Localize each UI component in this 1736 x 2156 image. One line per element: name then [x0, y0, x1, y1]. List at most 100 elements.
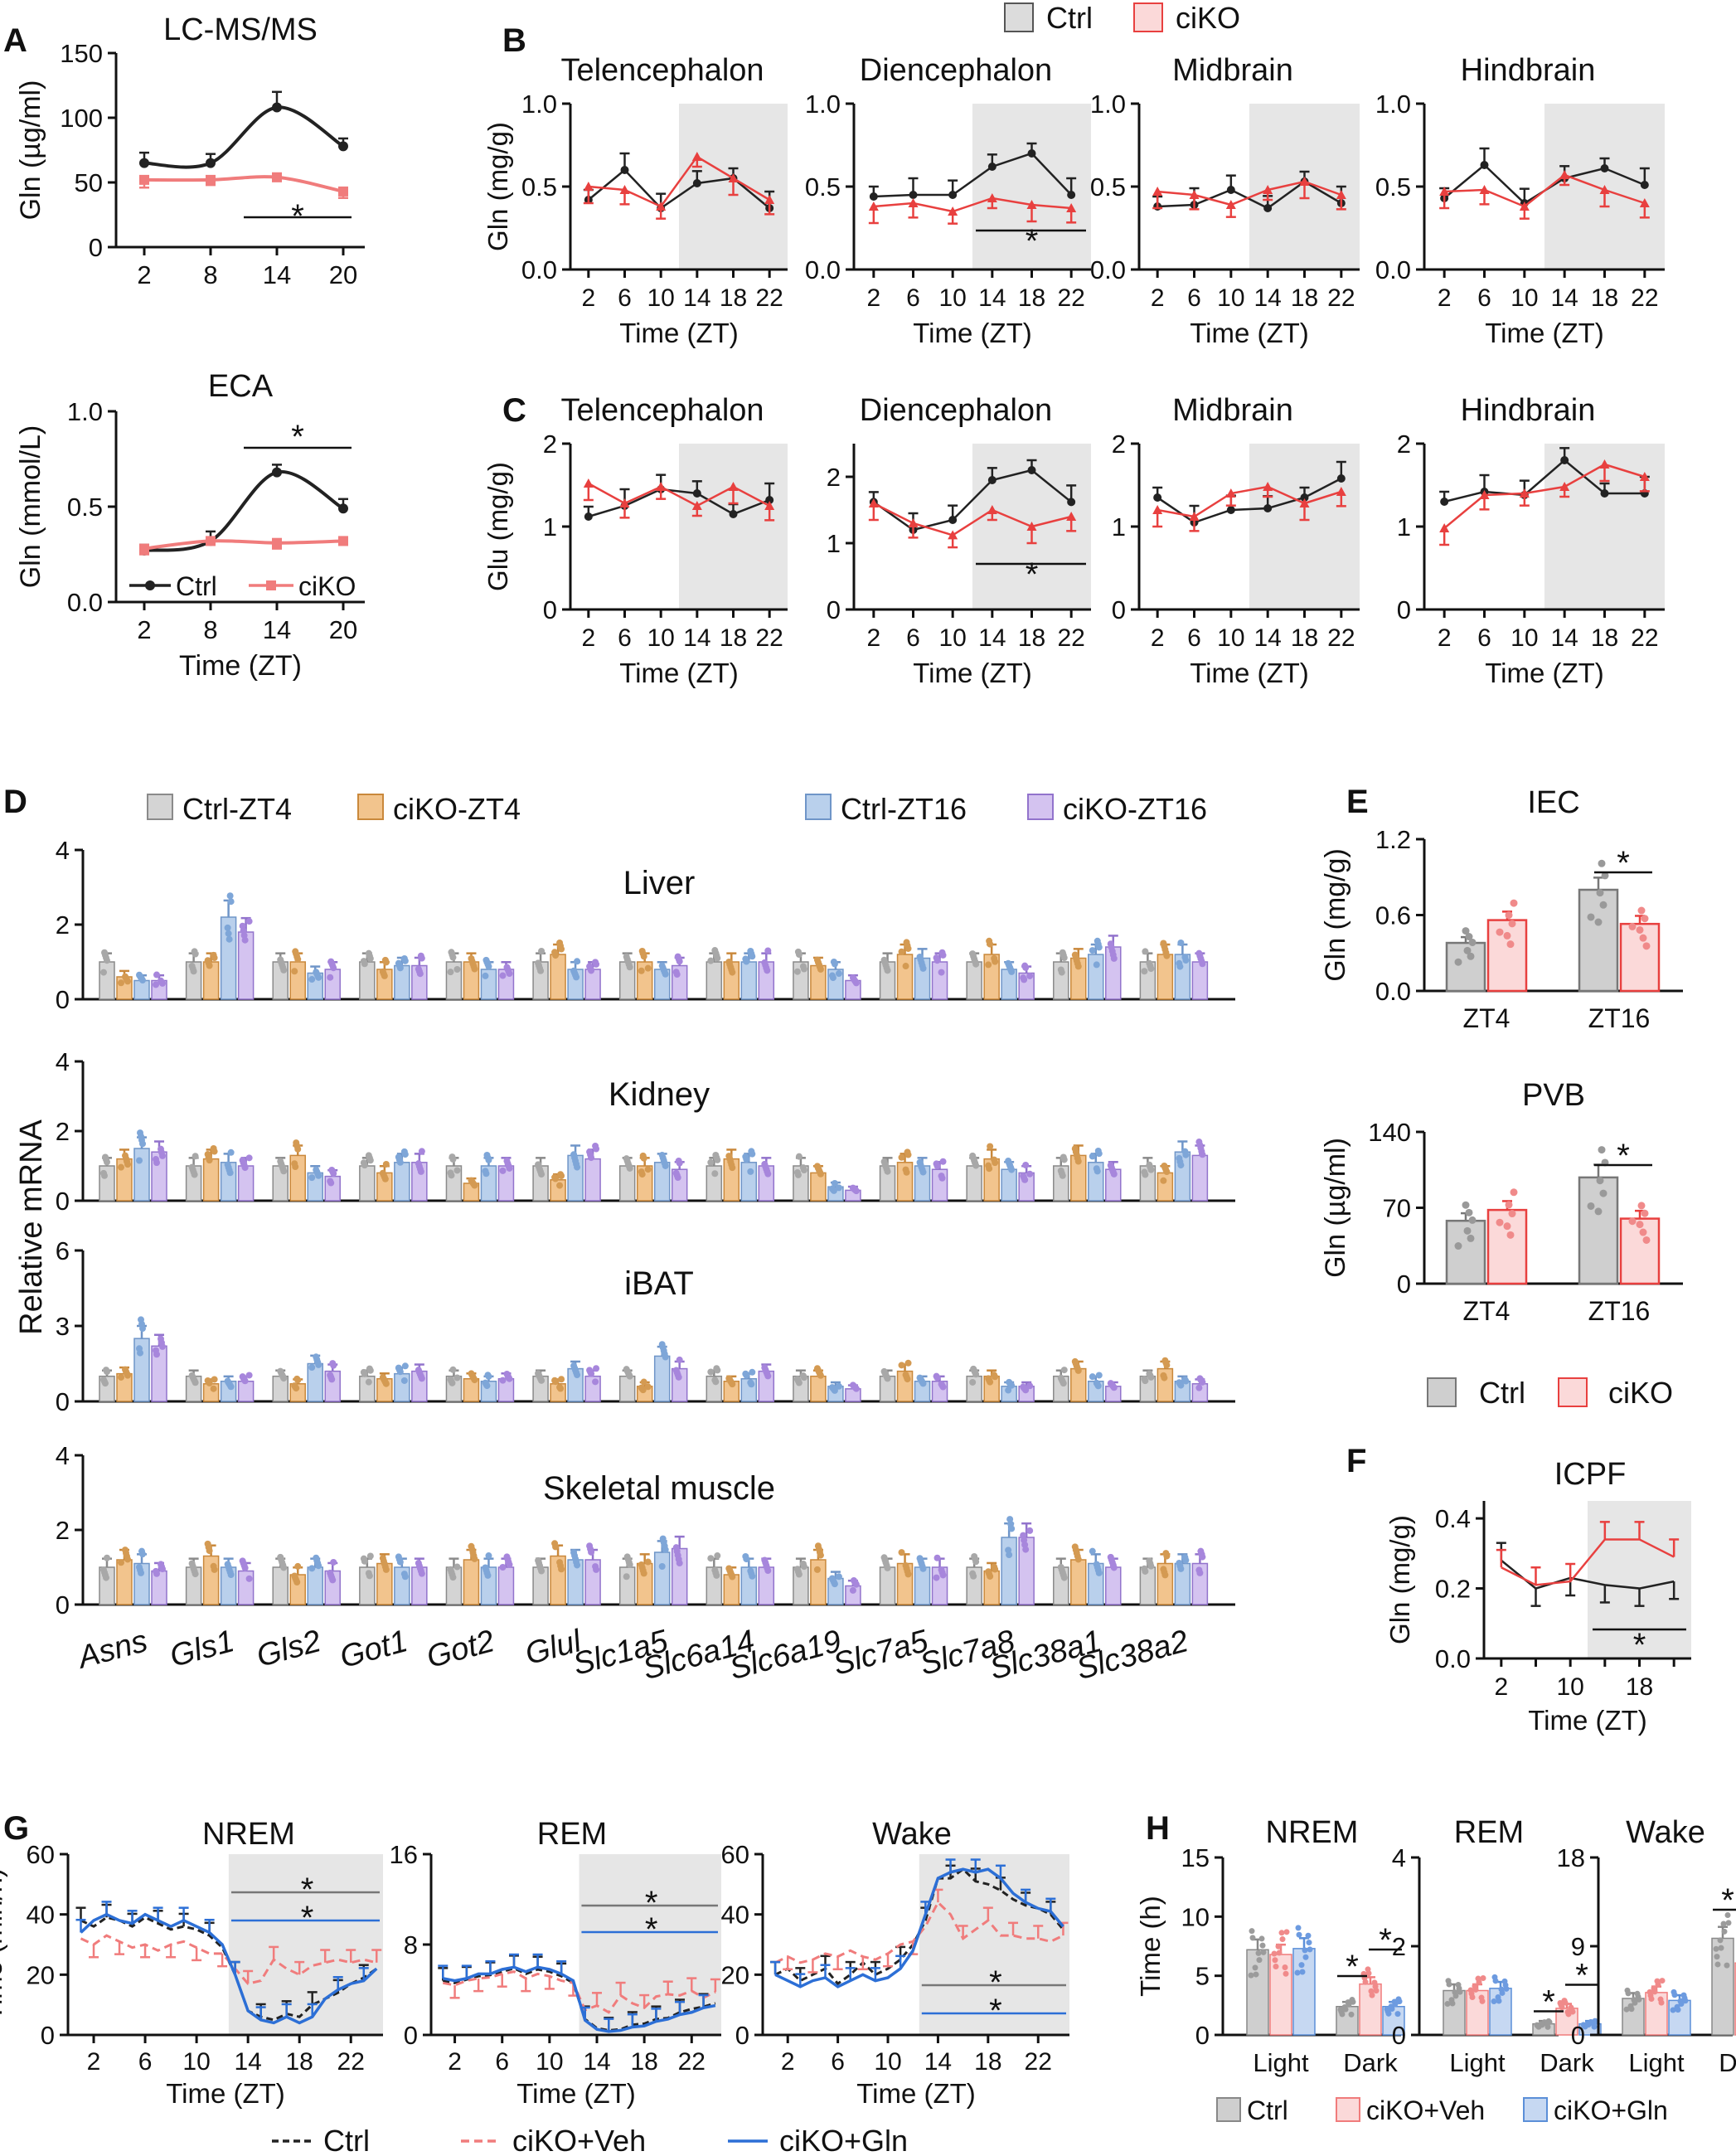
y-tick-label: 0.0	[521, 255, 557, 284]
y-tick-label: 0	[1397, 595, 1411, 624]
series-line	[588, 482, 770, 507]
data-dot	[1271, 1950, 1278, 1957]
y-tick-label: 2	[56, 910, 70, 940]
data-dot	[382, 1380, 390, 1387]
data-dot	[1249, 1935, 1256, 1941]
data-dot	[640, 953, 647, 960]
data-dot	[1182, 1556, 1190, 1564]
y-tick-label: 0	[1392, 2021, 1406, 2050]
data-dot	[743, 1156, 750, 1163]
data-dot	[1587, 913, 1595, 921]
data-point	[1599, 185, 1610, 194]
data-dot	[308, 1364, 316, 1372]
data-dot	[1476, 1979, 1482, 1985]
data-dot	[139, 977, 146, 984]
data-point	[1299, 177, 1310, 186]
bar	[618, 1566, 636, 1605]
data-dot	[1022, 964, 1030, 971]
data-point	[1225, 488, 1236, 498]
significance-star: *	[645, 1911, 658, 1948]
data-dot	[1005, 1386, 1012, 1394]
data-dot	[674, 1174, 681, 1182]
data-dot	[418, 1570, 425, 1577]
chart-title: LC-MS/MS	[163, 12, 318, 47]
x-axis-title: Time (ZT)	[166, 2078, 285, 2109]
data-dot	[447, 969, 454, 976]
x-tick-label: 2	[1151, 624, 1165, 652]
data-point	[1300, 493, 1309, 502]
data-point	[1027, 149, 1036, 158]
data-dot	[1302, 1954, 1309, 1960]
y-tick-label: 0	[56, 1387, 70, 1416]
x-tick-label: 14	[583, 2048, 610, 2076]
y-tick-label: 1.0	[67, 397, 103, 426]
data-dot	[382, 1160, 390, 1168]
data-dot	[904, 944, 912, 952]
y-tick-label: 50	[75, 168, 103, 197]
data-dot	[361, 1370, 368, 1377]
data-dot	[904, 1571, 912, 1578]
data-dot	[1022, 1546, 1030, 1553]
panel-letter: F	[1346, 1443, 1366, 1479]
bar	[618, 1375, 636, 1402]
data-dot	[1142, 1377, 1149, 1385]
data-dot	[1625, 1990, 1632, 1997]
data-dot	[1503, 1985, 1510, 1992]
data-dot	[1298, 1962, 1305, 1969]
x-tick-label: 22	[1327, 624, 1355, 652]
x-tick-label: 14	[1254, 624, 1281, 652]
x-tick-label: Light	[1449, 2048, 1506, 2077]
bar	[1711, 1937, 1734, 2036]
data-dot	[593, 1145, 600, 1153]
data-dot	[852, 1581, 860, 1588]
data-dot	[764, 1567, 772, 1575]
data-dot	[104, 957, 110, 964]
x-tick-label: 10	[536, 2048, 563, 2076]
data-dot	[1491, 1998, 1497, 2005]
legend-swatch	[805, 794, 832, 820]
x-axis-title: Time (ZT)	[1528, 1705, 1647, 1736]
data-dot	[538, 947, 546, 954]
y-tick-label: 0	[1571, 2021, 1585, 2050]
x-tick-label: 20	[329, 615, 357, 644]
data-dot	[1503, 931, 1511, 940]
data-dot	[714, 1156, 721, 1163]
data-point	[1479, 490, 1490, 499]
data-dot	[933, 1374, 941, 1381]
x-axis-title: Time (ZT)	[1190, 658, 1309, 688]
panel-letter: D	[3, 784, 27, 820]
data-dot	[159, 1152, 166, 1159]
data-dot	[626, 964, 633, 971]
data-dot	[538, 1377, 546, 1384]
data-dot	[556, 1182, 564, 1189]
data-dot	[1724, 1912, 1731, 1919]
data-point	[765, 496, 774, 504]
data-dot	[1655, 1981, 1661, 1988]
chart-title: Hindbrain	[1461, 53, 1596, 88]
data-point	[1066, 203, 1077, 212]
data-dot	[327, 974, 334, 981]
data-dot	[103, 1574, 109, 1581]
data-dot	[1506, 1231, 1515, 1239]
data-dot	[315, 1562, 322, 1570]
data-point	[869, 192, 878, 201]
data-dot	[1253, 1971, 1259, 1978]
data-point	[1559, 170, 1570, 179]
data-dot	[241, 1564, 249, 1571]
data-dot	[471, 1555, 478, 1562]
y-tick-label: 100	[60, 104, 103, 133]
data-dot	[713, 1571, 720, 1579]
data-dot	[743, 1372, 750, 1379]
data-dot	[1182, 1151, 1190, 1158]
data-point	[1027, 466, 1036, 474]
data-dot	[902, 963, 909, 970]
x-tick-label: 18	[1626, 1673, 1653, 1701]
x-tick-label: Light	[1253, 2048, 1309, 2077]
bar	[1246, 1949, 1269, 2036]
data-dot	[1510, 899, 1518, 907]
data-dot	[159, 1566, 166, 1573]
series-line	[873, 469, 1072, 532]
data-dot	[574, 958, 581, 965]
x-axis-title: Time (ZT)	[516, 2078, 636, 2109]
data-dot	[1199, 1378, 1206, 1386]
